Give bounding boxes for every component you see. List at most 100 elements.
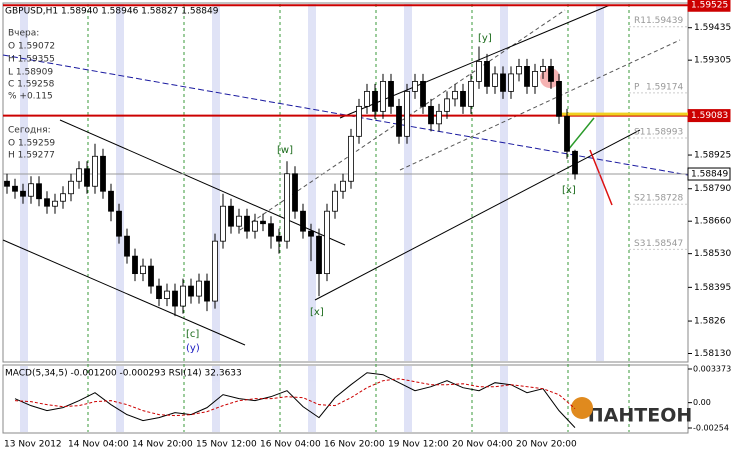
info-text: % +0.115 <box>8 92 53 102</box>
candle-body <box>380 80 386 112</box>
candle-body <box>228 205 234 227</box>
candle-body <box>532 71 538 87</box>
candle-body <box>404 90 410 137</box>
pivot-value: 1.58547 <box>646 239 683 249</box>
info-text: Вчера: <box>8 29 39 39</box>
pivot-name: S3 <box>634 239 645 249</box>
info-text: L 1.58909 <box>8 68 53 78</box>
pivot-name: S1 <box>634 128 645 138</box>
candle-body <box>332 190 338 212</box>
candle-body <box>396 105 402 137</box>
wave-label: [c] <box>186 329 199 340</box>
candle-body <box>484 61 490 87</box>
candle-body <box>436 110 442 125</box>
candle-body <box>276 235 282 242</box>
candle-body <box>156 285 162 299</box>
candle-body <box>76 168 82 182</box>
candle-body <box>444 98 450 112</box>
candle-body <box>316 235 322 275</box>
y2-tick-label: 0.003373 <box>693 365 731 374</box>
candle-body <box>420 80 426 107</box>
candle-body <box>212 240 218 302</box>
wave-label: [w] <box>277 145 293 156</box>
y-tick-label: 1.58790 <box>694 184 731 194</box>
candle-body <box>132 255 138 275</box>
level-box <box>687 167 731 181</box>
candle-body <box>20 190 26 197</box>
logo: ПАНТЕОН <box>588 405 693 427</box>
candle-body <box>540 66 546 72</box>
candle-body <box>204 280 210 302</box>
candle-body <box>372 90 378 112</box>
candle-body <box>388 80 394 107</box>
candle-body <box>196 280 202 297</box>
wave-labels: [y] [w] [c] (y) [x] [x] <box>186 33 576 354</box>
candle-body <box>172 290 178 307</box>
candle-body <box>116 210 122 237</box>
candle-body <box>260 220 266 225</box>
x-tick-label: 16 Nov 04:00 <box>260 440 321 450</box>
pivot-value: 1.58728 <box>646 194 683 204</box>
y-tick-label: 1.59435 <box>694 23 731 33</box>
indicator-title: MACD(5,34,5) -0.001200 -0.000293 RSI(14)… <box>5 369 242 379</box>
info-text: O 1.59072 <box>8 42 55 52</box>
level-label: 1.59083 <box>691 111 728 121</box>
x-tick-label: 13 Nov 2012 <box>4 440 62 450</box>
info-text: H 1.59277 <box>8 151 55 161</box>
pivot-name: S2 <box>634 194 645 204</box>
y-tick-label: 1.58395 <box>694 283 731 293</box>
candle-body <box>252 220 258 232</box>
info-panel: Вчера: O 1.59072 H 1.59355 L 1.58909 C 1… <box>8 29 55 161</box>
candle-body <box>492 73 498 87</box>
candle-body <box>556 80 562 117</box>
level-box <box>687 0 731 12</box>
indicator-line <box>14 378 576 417</box>
candle-body <box>476 61 482 82</box>
y-tick-label: 1.58925 <box>694 151 731 161</box>
logo-icon <box>571 397 593 419</box>
info-text: O 1.59259 <box>8 139 55 149</box>
pivot-name: R1 <box>634 16 646 26</box>
y-tick-label: 1.5826 <box>694 317 726 327</box>
y-tick-label: 1.58660 <box>694 217 731 227</box>
candle-body <box>220 205 226 242</box>
candle-body <box>564 115 570 152</box>
candle-body <box>100 155 106 192</box>
candle-body <box>292 173 298 212</box>
candle-body <box>324 210 330 275</box>
day-separators <box>87 4 630 432</box>
candle-body <box>284 173 290 242</box>
candle-body <box>268 223 274 237</box>
pivot-value: 1.59439 <box>646 16 683 26</box>
info-text: Сегодня: <box>8 126 51 136</box>
candle-body <box>92 155 98 187</box>
candle-body <box>572 150 578 175</box>
candle-body <box>300 210 306 232</box>
x-tick-label: 14 Nov 04:00 <box>68 440 129 450</box>
candle-body <box>84 168 90 187</box>
x-tick-label: 16 Nov 20:00 <box>324 440 385 450</box>
candle-body <box>52 200 58 207</box>
resistance-band <box>560 112 688 116</box>
candle-body <box>428 105 434 125</box>
y2-tick-label: 0.00 <box>693 398 711 407</box>
candle-body <box>244 215 250 232</box>
wave-label: [x] <box>562 185 576 196</box>
wave-label: (y) <box>186 343 200 354</box>
candle-body <box>12 185 18 192</box>
indicator-line <box>14 372 576 428</box>
x-tick-label: 15 Nov 12:00 <box>196 440 257 450</box>
candle-body <box>508 73 514 92</box>
level-label: 1.59525 <box>691 1 728 11</box>
candle-body <box>124 235 130 257</box>
candle-body <box>308 230 314 237</box>
candle-body <box>180 285 186 307</box>
candle-body <box>36 183 42 200</box>
y-tick-label: 1.58530 <box>694 249 731 259</box>
candle-body <box>348 135 354 182</box>
x-tick-label: 20 Nov 20:00 <box>516 440 577 450</box>
candle-body <box>148 265 154 287</box>
candle-body <box>452 90 458 100</box>
candle-body <box>236 215 242 227</box>
